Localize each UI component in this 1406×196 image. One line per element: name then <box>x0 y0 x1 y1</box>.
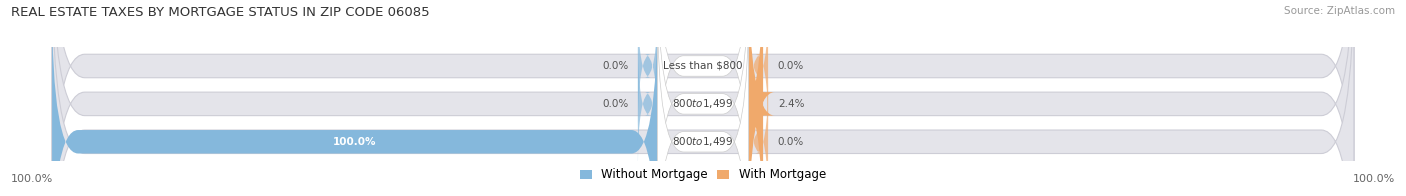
FancyBboxPatch shape <box>52 0 1354 196</box>
Text: 2.4%: 2.4% <box>778 99 804 109</box>
Text: 0.0%: 0.0% <box>778 137 804 147</box>
Text: $800 to $1,499: $800 to $1,499 <box>672 97 734 110</box>
Legend: Without Mortgage, With Mortgage: Without Mortgage, With Mortgage <box>575 164 831 186</box>
FancyBboxPatch shape <box>658 0 748 196</box>
Text: 0.0%: 0.0% <box>602 61 628 71</box>
FancyBboxPatch shape <box>638 40 658 168</box>
FancyBboxPatch shape <box>52 0 1354 196</box>
Text: 0.0%: 0.0% <box>778 61 804 71</box>
Text: $800 to $1,499: $800 to $1,499 <box>672 135 734 148</box>
FancyBboxPatch shape <box>737 0 775 196</box>
Text: 0.0%: 0.0% <box>602 99 628 109</box>
FancyBboxPatch shape <box>638 2 658 130</box>
Text: 100.0%: 100.0% <box>333 137 377 147</box>
FancyBboxPatch shape <box>748 2 768 130</box>
FancyBboxPatch shape <box>748 78 768 196</box>
FancyBboxPatch shape <box>52 0 1354 196</box>
Text: 100.0%: 100.0% <box>1353 174 1395 184</box>
FancyBboxPatch shape <box>658 0 748 196</box>
Text: REAL ESTATE TAXES BY MORTGAGE STATUS IN ZIP CODE 06085: REAL ESTATE TAXES BY MORTGAGE STATUS IN … <box>11 6 430 19</box>
FancyBboxPatch shape <box>658 0 748 196</box>
Text: Source: ZipAtlas.com: Source: ZipAtlas.com <box>1284 6 1395 16</box>
Text: Less than $800: Less than $800 <box>664 61 742 71</box>
FancyBboxPatch shape <box>52 2 658 196</box>
Text: 100.0%: 100.0% <box>11 174 53 184</box>
